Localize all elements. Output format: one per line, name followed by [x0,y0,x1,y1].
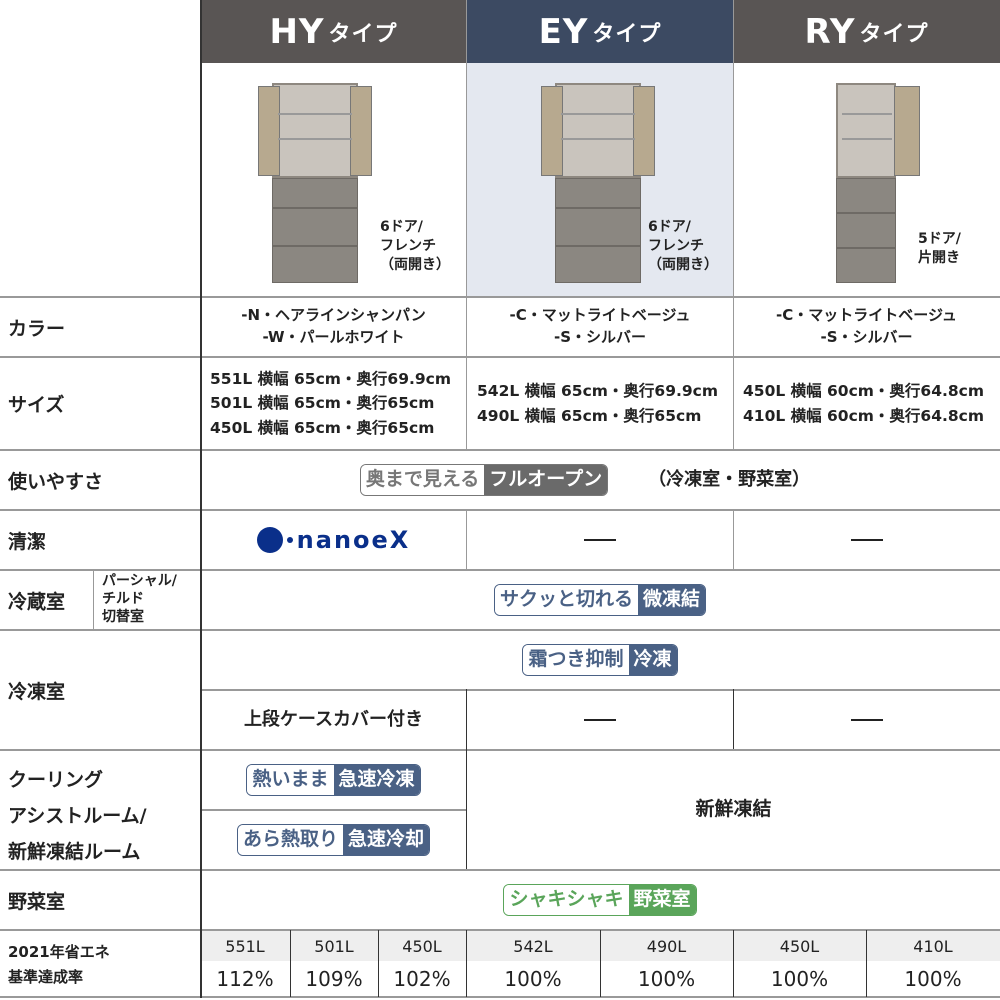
fridge-image-ry [836,83,920,283]
energy-percent: 100% [904,966,962,991]
label-fridge-sub: パーシャル/チルド 切替室 [102,573,177,626]
header-ey: EY タイプ [467,0,733,63]
color-ey: -C・マットライトベージュ -S・シルバー [509,306,691,346]
energy-capacity: 551L [225,936,265,956]
energy-percent: 100% [770,966,829,991]
fridge-cell: サクッと切れる 微凍結 [200,570,1000,630]
cooling-other: 新鮮凍結 [695,798,772,821]
nanoe-logo: nanoeX [200,510,467,570]
veg-cell: シャキシャキ 野菜室 [200,870,1000,930]
header-hy-name: HY [269,11,325,52]
label-ease: 使いやすさ [8,470,104,493]
door-type-hy: 6ドア/フレンチ （両開き） [380,219,450,273]
label-clean: 清潔 [8,530,47,553]
energy-percent: 112% [216,966,274,991]
freezer-hy-extra: 上段ケースカバー付き [243,708,424,730]
energy-capacity: 542L [513,936,553,956]
header-ry-name: RY [804,11,856,52]
ease-cell: 奥まで見える フルオープン （冷凍室・野菜室） [200,450,1000,510]
energy-percent: 100% [637,966,696,991]
micro-freeze-badge: サクッと切れる 微凍結 [493,584,707,616]
fridge-image-hy [258,83,372,283]
energy-capacity: 450L [402,936,442,956]
cooling-hy-2: あら熱取り 急速冷却 [200,810,467,870]
fridge-image-ey [541,83,655,283]
header-suffix: タイプ [859,21,929,47]
energy-percent: 100% [504,966,562,991]
size-ry: 450L 横幅 60cm・奥行64.8cm 410L 横幅 60cm・奥行64.8… [743,382,985,425]
door-type-ey: 6ドア/フレンチ （両開き） [648,219,718,273]
energy-capacity: 410L [913,936,953,956]
header-ey-name: EY [538,11,589,52]
crisp-veg-badge: シャキシャキ 野菜室 [503,884,697,916]
ease-note: （冷凍室・野菜室） [648,468,811,490]
quick-freeze-badge: 熱いまま 急速冷凍 [246,764,421,796]
nanoe-icon [256,526,283,553]
quick-cool-badge: あら熱取り 急速冷却 [236,824,431,856]
cooling-hy-1: 熱いまま 急速冷凍 [200,750,467,810]
color-ry: -C・マットライトベージュ -S・シルバー [776,306,957,346]
energy-percent: 102% [393,966,451,991]
header-suffix: タイプ [592,21,662,47]
energy-capacity: 501L [314,936,354,956]
size-hy: 551L 横幅 65cm・奥行69.9cm 501L 横幅 65cm・奥行65cm… [210,370,452,437]
color-hy: -N・ヘアラインシャンパン -W・パールホワイト [241,306,426,346]
energy-percent: 109% [305,966,363,991]
label-freezer: 冷凍室 [8,680,66,703]
freezer-ey-none [467,690,733,750]
freezer-cell: 霜つき抑制 冷凍 [200,630,1000,690]
label-energy: 2021年省エネ 基準達成率 [8,943,110,986]
full-open-badge: 奥まで見える フルオープン [359,464,609,496]
energy-capacity: 450L [779,936,820,956]
label-size: サイズ [8,394,65,416]
frost-suppress-badge: 霜つき抑制 冷凍 [522,644,678,676]
header-suffix: タイプ [328,21,398,47]
energy-capacity: 490L [646,936,687,956]
label-veg: 野菜室 [8,890,66,913]
door-type-ry: 5ドア/片開き [918,231,961,266]
size-ey: 542L 横幅 65cm・奥行69.9cm 490L 横幅 65cm・奥行65cm [477,382,719,425]
header-ry: RY タイプ [733,0,1000,63]
label-cooling: クーリング アシストルーム/新鮮凍結ルーム [8,769,147,863]
freezer-ry-none [733,690,1000,750]
clean-ey-none [467,510,733,570]
clean-ry-none [733,510,1000,570]
label-color: カラー [8,317,66,340]
header-hy: HY タイプ [200,0,467,63]
label-fridge: 冷蔵室 [8,590,66,613]
